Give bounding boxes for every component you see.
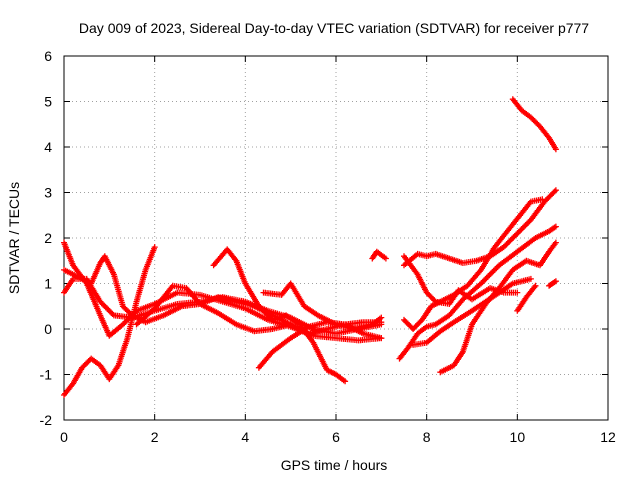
plus-markers [514,282,539,314]
x-tick-label: 6 [332,429,340,445]
y-tick-label: -2 [40,412,53,428]
plus-markers [401,187,559,269]
series-track-05 [133,282,385,337]
x-tick-label: 2 [151,429,159,445]
data-points [61,96,559,398]
x-tick-label: 8 [423,429,431,445]
y-tick-label: 6 [44,48,52,64]
series-track-11 [401,187,559,269]
series-track-16 [509,96,559,153]
series-track-17 [514,282,539,314]
plus-markers [401,196,546,332]
plus-markers [396,223,559,362]
y-tick-label: 4 [44,139,52,155]
series-track-12 [396,223,559,362]
series-track-15 [437,239,559,376]
plus-markers [133,282,385,337]
x-axis-label: GPS time / hours [281,457,388,473]
x-tick-label: 0 [60,429,68,445]
axis-ticks [63,55,609,421]
series-track-06 [210,246,349,385]
y-tick-label: 3 [44,185,52,201]
plus-markers [509,96,559,153]
y-tick-label: 5 [44,94,52,110]
plus-markers [210,246,349,385]
series-track-13 [401,196,546,332]
y-tick-label: -1 [40,367,53,383]
grid [64,56,608,420]
x-tick-label: 4 [241,429,249,445]
plus-markers [546,278,559,289]
y-tick-label: 2 [44,230,52,246]
y-tick-label: 1 [44,276,52,292]
series-track-09 [369,248,389,262]
x-tick-label: 12 [600,429,616,445]
x-tick-label: 10 [510,429,526,445]
series-track-18 [546,278,559,289]
plus-markers [260,280,385,332]
chart-title: Day 009 of 2023, Sidereal Day-to-day VTE… [79,20,589,36]
y-axis-label: SDTVAR / TECUs [6,182,22,294]
plus-markers [437,239,559,376]
y-tick-label: 0 [44,321,52,337]
series-track-08 [260,280,385,332]
plus-markers [369,248,389,262]
